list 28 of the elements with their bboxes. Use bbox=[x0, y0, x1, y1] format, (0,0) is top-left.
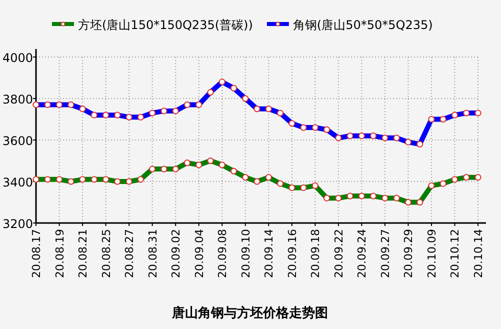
x-tick-label: 20.08.17 bbox=[30, 229, 43, 278]
x-tick-label: 20.10.09 bbox=[425, 229, 438, 278]
x-tick-label: 20.09.29 bbox=[402, 229, 416, 278]
y-tick-label: 3600 bbox=[2, 134, 33, 148]
y-tick-label: 4000 bbox=[2, 51, 33, 65]
x-tick-label: 20.08.31 bbox=[146, 229, 160, 278]
x-tick-label: 20.09.04 bbox=[192, 229, 206, 278]
x-tick-label: 20.09.02 bbox=[170, 229, 183, 278]
x-tick-label: 20.09.14 bbox=[262, 229, 276, 278]
x-tick-label: 20.08.25 bbox=[100, 229, 113, 278]
x-tick-label: 20.09.22 bbox=[332, 229, 346, 278]
y-tick-label: 3400 bbox=[2, 176, 33, 190]
x-tick-label: 20.10.14 bbox=[472, 229, 485, 278]
legend-label: 角钢(唐山50*50*5Q235) bbox=[292, 18, 433, 32]
x-tick-label: 20.09.08 bbox=[216, 229, 230, 278]
y-tick-label: 3800 bbox=[2, 92, 33, 106]
x-tick-label: 20.09.27 bbox=[378, 229, 392, 278]
text: 唐山角钢与方坯价格走势图 bbox=[171, 305, 328, 321]
y-tick-label: 3200 bbox=[2, 217, 33, 231]
x-tick-label: 20.09.24 bbox=[356, 229, 369, 278]
x-tick-label: 20.08.21 bbox=[76, 229, 90, 278]
x-tick-label: 20.09.10 bbox=[239, 229, 252, 278]
legend-label: 方坯(唐山150*150Q235(普碳)) bbox=[78, 18, 253, 32]
x-tick-label: 20.08.19 bbox=[53, 229, 66, 278]
x-tick-label: 20.10.12 bbox=[448, 229, 462, 278]
x-tick-label: 20.09.18 bbox=[309, 229, 322, 278]
x-tick-label: 20.09.16 bbox=[286, 229, 299, 278]
x-tick-label: 20.08.27 bbox=[123, 229, 136, 278]
